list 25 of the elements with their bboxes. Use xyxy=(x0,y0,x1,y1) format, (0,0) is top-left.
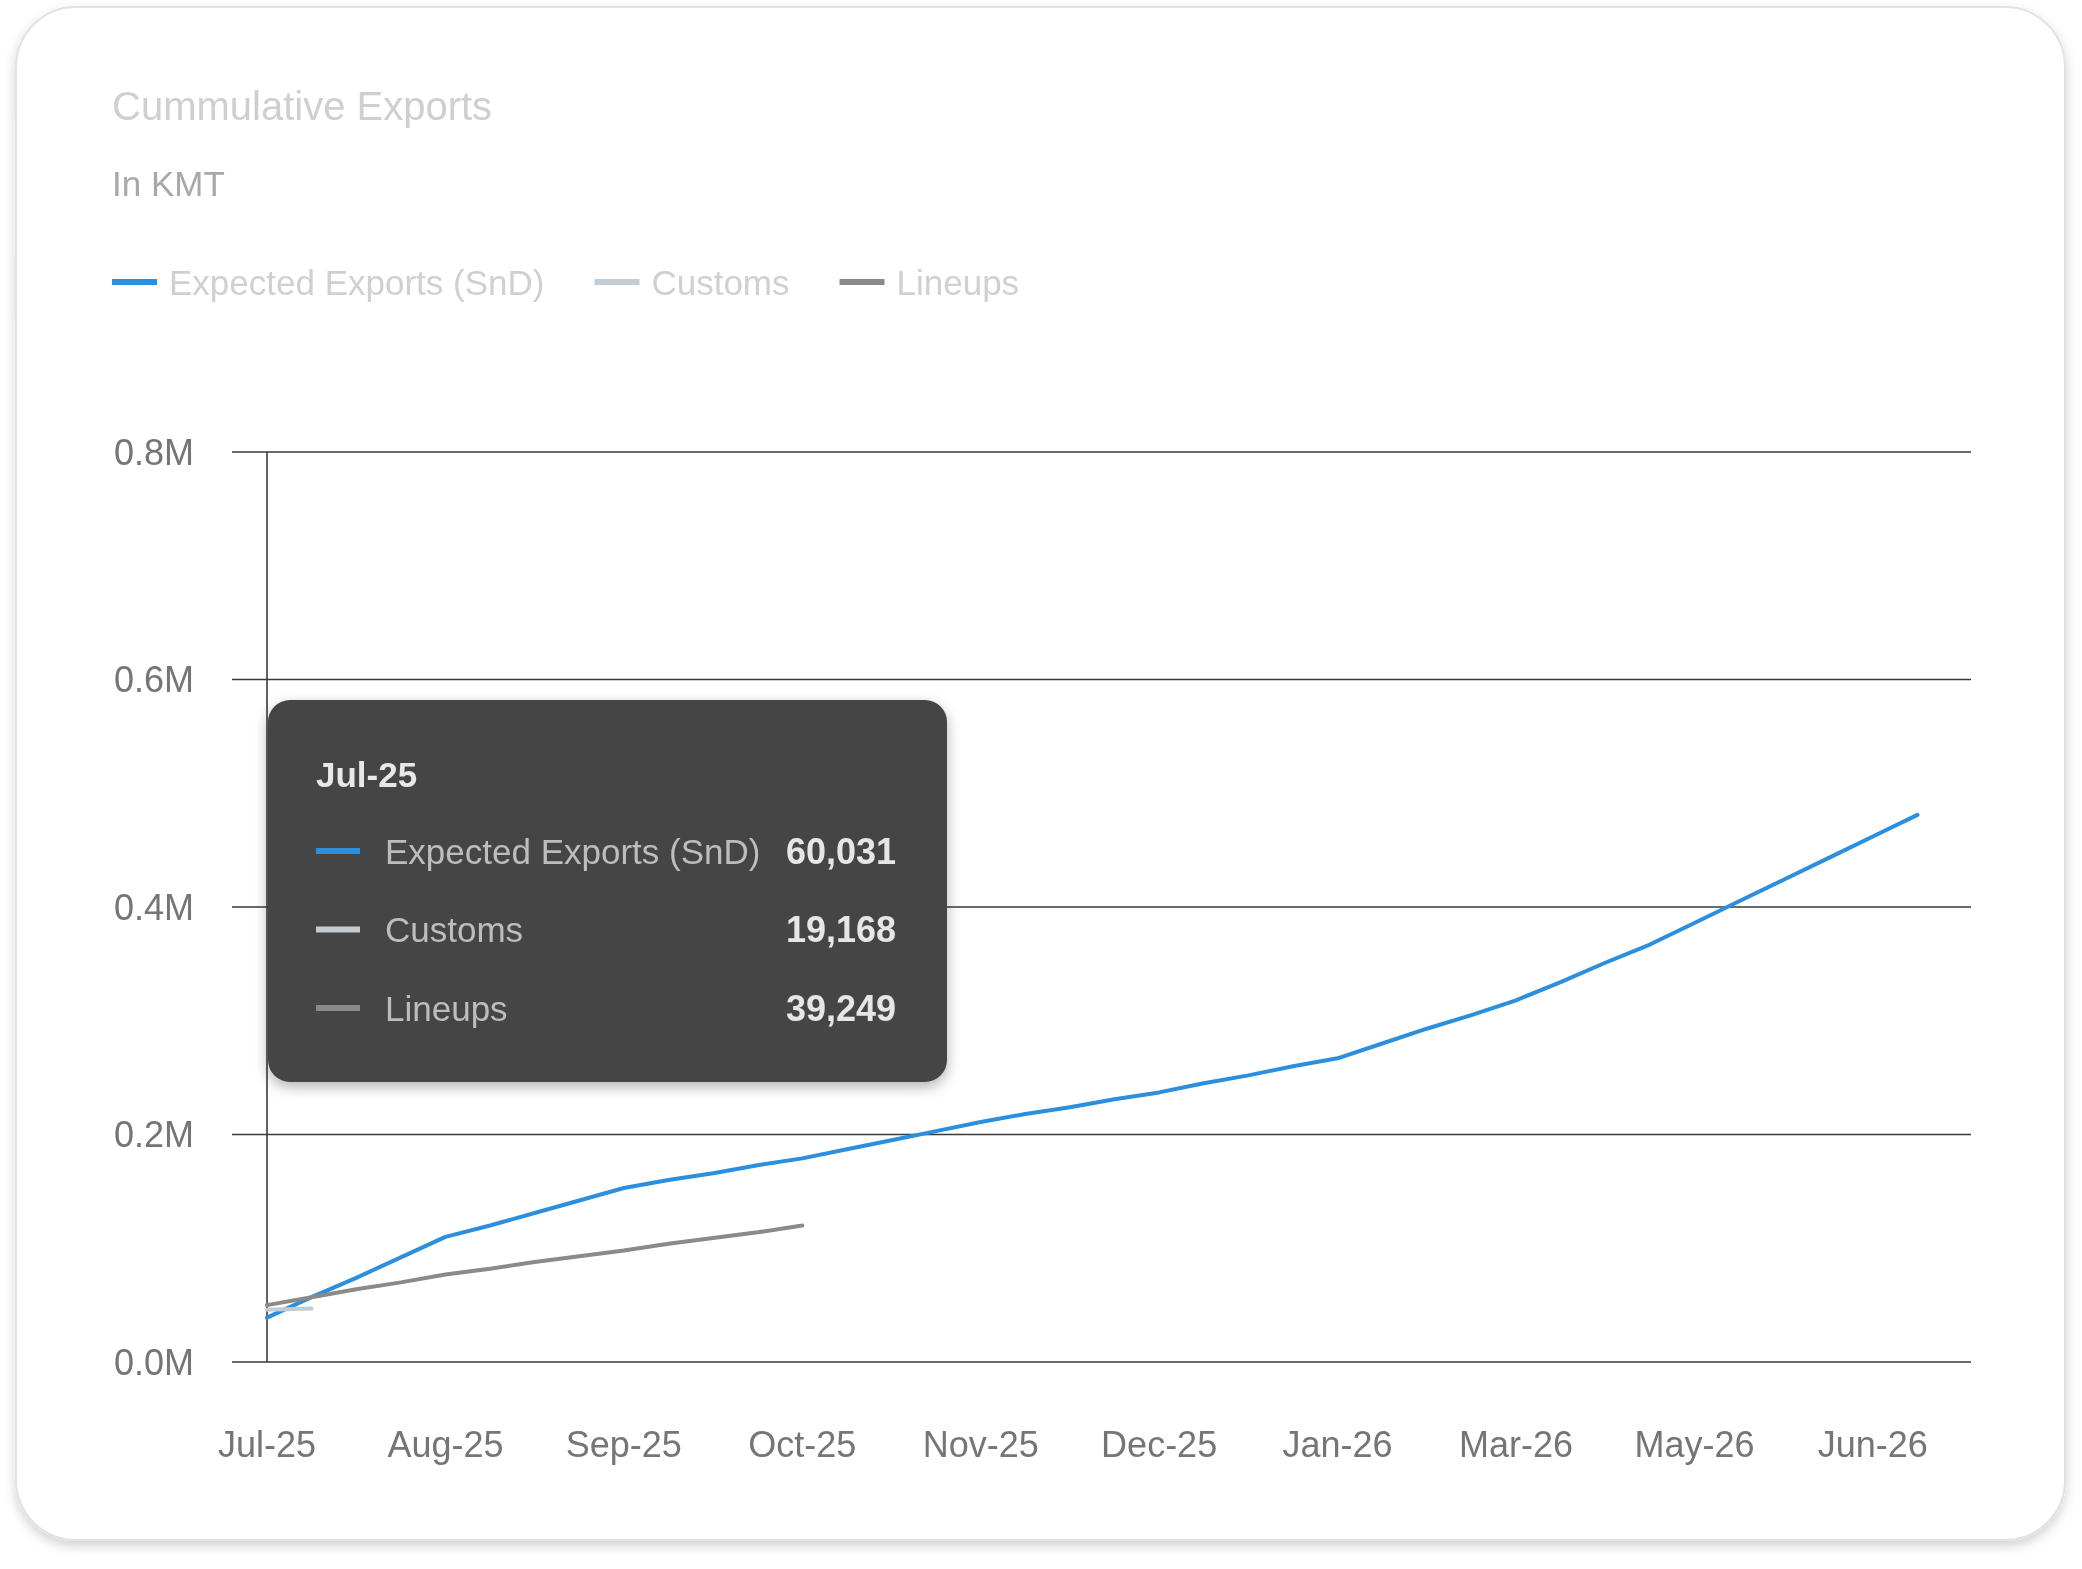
y-tick-label: 0.2M xyxy=(113,1114,194,1155)
chart-subtitle: In KMT xyxy=(112,163,225,203)
annotation: Customs xyxy=(385,910,524,949)
y-tick-label: 0.8M xyxy=(113,431,194,473)
annotation: Lineups xyxy=(385,988,508,1028)
line-series xyxy=(265,812,1920,1320)
x-tick-label: Jun-26 xyxy=(1817,1423,1928,1465)
y-tick-label: 0.0M xyxy=(113,1341,194,1383)
annotation: 39,249 xyxy=(785,987,896,1029)
annotation: Jul-25 xyxy=(316,754,418,794)
x-tick-label: Sep-25 xyxy=(565,1423,682,1465)
x-tick-label: Oct-25 xyxy=(748,1423,857,1465)
line-series xyxy=(265,1223,805,1308)
x-tick-label: Nov-25 xyxy=(922,1423,1039,1465)
x-tick-label: Aug-25 xyxy=(387,1423,504,1465)
x-tick-label: May-26 xyxy=(1634,1423,1755,1465)
x-tick-label: Jan-26 xyxy=(1282,1423,1393,1465)
annotation: Expected Exports (SnD) xyxy=(385,831,761,871)
annotation: 60,031 xyxy=(785,830,896,872)
x-tick-label: Mar-26 xyxy=(1458,1423,1574,1465)
y-tick-label: 0.4M xyxy=(113,886,194,928)
x-tick-label: Dec-25 xyxy=(1101,1423,1218,1465)
x-tick-label: Jul-25 xyxy=(217,1423,317,1465)
y-tick-label: 0.6M xyxy=(113,659,194,700)
annotation: 19,168 xyxy=(785,909,896,950)
